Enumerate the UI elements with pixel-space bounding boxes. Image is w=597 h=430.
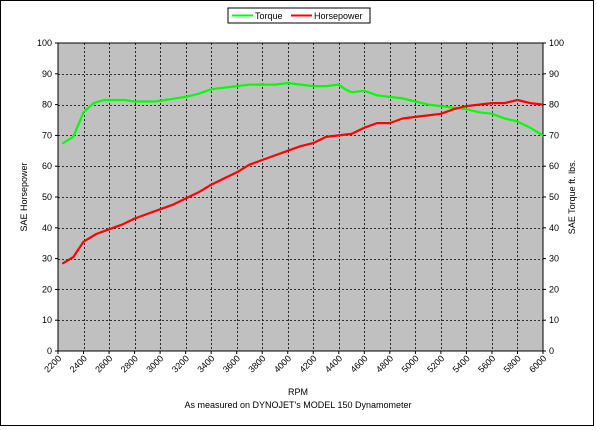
x-tick-label: 5200 bbox=[425, 353, 446, 374]
x-tick-label: 3000 bbox=[144, 353, 165, 374]
y-tick-label-right: 30 bbox=[549, 254, 559, 264]
y-axis-title-left: SAE Horsepower bbox=[19, 162, 29, 231]
x-tick-label: 3800 bbox=[246, 353, 267, 374]
x-tick-label: 5000 bbox=[400, 353, 421, 374]
chart-subtitle: As measured on DYNOJET's MODEL 150 Dynam… bbox=[185, 400, 412, 410]
x-tick-label: 5400 bbox=[451, 353, 472, 374]
y-tick-label-right: 40 bbox=[549, 223, 559, 233]
x-tick-label: 2400 bbox=[68, 353, 89, 374]
y-tick-label-left: 40 bbox=[42, 223, 52, 233]
y-tick-label-right: 70 bbox=[549, 130, 559, 140]
x-tick-label: 4000 bbox=[272, 353, 293, 374]
y-tick-label-left: 50 bbox=[42, 192, 52, 202]
x-tick-label: 3400 bbox=[195, 353, 216, 374]
series-layer bbox=[61, 81, 545, 265]
left-axis-ticks: 0 10 20 30 40 50 60 70 80 90 100 bbox=[37, 38, 58, 356]
x-tick-label: 6000 bbox=[527, 353, 548, 374]
y-tick-label-left: 70 bbox=[42, 130, 52, 140]
y-tick-label-right: 50 bbox=[549, 192, 559, 202]
y-tick-label-right: 100 bbox=[549, 38, 564, 48]
x-tick-label: 3200 bbox=[170, 353, 191, 374]
x-axis-title: RPM bbox=[288, 387, 308, 397]
series-line-horsepower bbox=[61, 98, 545, 265]
x-tick-label: 5800 bbox=[502, 353, 523, 374]
x-tick-label: 4400 bbox=[323, 353, 344, 374]
y-tick-label-left: 0 bbox=[47, 346, 52, 356]
y-tick-label-right: 80 bbox=[549, 100, 559, 110]
y-tick-label-left: 10 bbox=[42, 315, 52, 325]
legend: Torque Horsepower bbox=[227, 7, 371, 24]
x-tick-label: 3600 bbox=[221, 353, 242, 374]
y-tick-label-left: 60 bbox=[42, 161, 52, 171]
y-tick-label-right: 20 bbox=[549, 284, 559, 294]
x-tick-label: 4800 bbox=[374, 353, 395, 374]
right-axis-ticks: 0 10 20 30 40 50 60 70 80 90 100 bbox=[543, 38, 564, 356]
y-tick-label-left: 30 bbox=[42, 254, 52, 264]
plot-area bbox=[57, 42, 544, 352]
legend-label-horsepower: Horsepower bbox=[314, 11, 363, 21]
y-tick-label-left: 90 bbox=[42, 69, 52, 79]
x-axis-ticks: 2200 2400 2600 2800 3000 3200 3400 3600 3800 4000… bbox=[42, 351, 548, 375]
x-tick-label: 2800 bbox=[119, 353, 140, 374]
y-tick-label-right: 90 bbox=[549, 69, 559, 79]
grid-lines bbox=[58, 43, 543, 351]
y-axis-title-right: SAE Torque ft. lbs. bbox=[567, 160, 577, 234]
x-tick-label: 2600 bbox=[93, 353, 114, 374]
y-tick-label-right: 0 bbox=[549, 346, 554, 356]
y-tick-label-left: 80 bbox=[42, 100, 52, 110]
x-tick-label: 4200 bbox=[297, 353, 318, 374]
x-tick-label: 5600 bbox=[476, 353, 497, 374]
y-tick-label-left: 20 bbox=[42, 284, 52, 294]
x-tick-label: 2200 bbox=[42, 353, 63, 374]
y-tick-label-right: 60 bbox=[549, 161, 559, 171]
y-tick-label-right: 10 bbox=[549, 315, 559, 325]
legend-label-torque: Torque bbox=[255, 11, 283, 21]
x-tick-label: 4600 bbox=[348, 353, 369, 374]
y-tick-label-left: 100 bbox=[37, 38, 52, 48]
